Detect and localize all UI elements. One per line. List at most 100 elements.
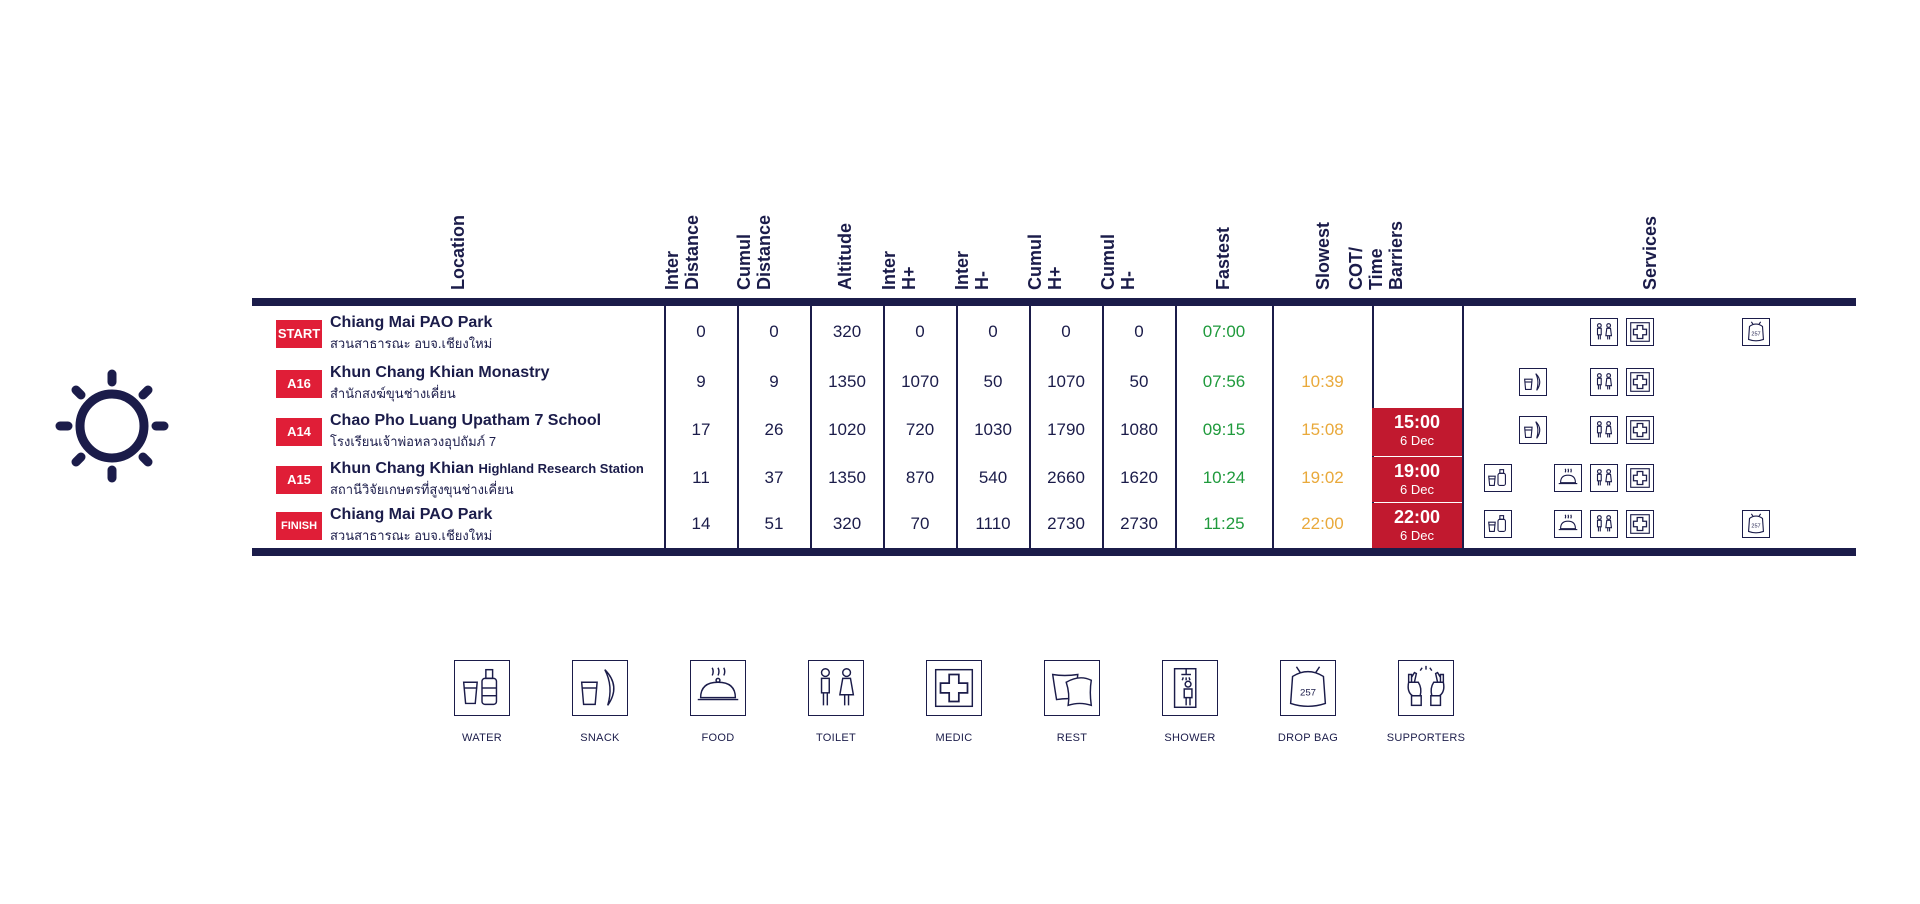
table-row: START Chiang Mai PAO Park สวนสาธารณะ อบจ… bbox=[252, 308, 1856, 356]
cumul-distance: 37 bbox=[764, 468, 784, 487]
column-divider bbox=[1272, 306, 1274, 548]
checkpoint-badge: START bbox=[276, 320, 322, 348]
snack-icon bbox=[1519, 368, 1547, 396]
header-cumul-distance: Cumul Distance bbox=[734, 214, 774, 290]
legend-label: REST bbox=[1056, 732, 1088, 744]
medic-icon bbox=[1626, 416, 1654, 444]
svg-text:257: 257 bbox=[1300, 688, 1316, 699]
medic-icon bbox=[1626, 510, 1654, 538]
cumul-hminus: 0 bbox=[1134, 322, 1144, 341]
drop-bag-icon: 257 bbox=[1742, 318, 1770, 346]
legend-item-toilet: TOILET bbox=[781, 650, 891, 744]
toilet-icon bbox=[1590, 464, 1618, 492]
legend-item-shower: SHOWER bbox=[1135, 650, 1245, 744]
table-bottom-rule bbox=[252, 548, 1856, 556]
inter-hminus: 1030 bbox=[974, 420, 1012, 439]
legend-item-drop-bag: 257 DROP BAG bbox=[1253, 650, 1363, 744]
cumul-hminus: 50 bbox=[1129, 372, 1149, 391]
header-inter-hminus: Inter H- bbox=[952, 250, 992, 290]
column-headers: Location Inter Distance Cumul Distance Alt… bbox=[0, 0, 1920, 300]
cumul-hplus: 2660 bbox=[1047, 468, 1085, 487]
location-thai: สำนักสงฆ์ขุนช่างเคี่ยน bbox=[330, 386, 456, 401]
rest-icon bbox=[1044, 660, 1100, 716]
altitude: 320 bbox=[832, 514, 862, 533]
toilet-icon bbox=[808, 660, 864, 716]
shower-icon bbox=[1162, 660, 1218, 716]
cumul-hplus: 0 bbox=[1061, 322, 1071, 341]
altitude: 1350 bbox=[828, 468, 866, 487]
inter-hminus: 0 bbox=[988, 322, 998, 341]
svg-text:257: 257 bbox=[1751, 332, 1760, 338]
cumul-distance: 0 bbox=[769, 322, 779, 341]
svg-text:257: 257 bbox=[1751, 524, 1760, 530]
location-thai: โรงเรียนเจ้าพ่อหลวงอุปถัมภ์ 7 bbox=[330, 434, 497, 449]
legend-label: TOILET bbox=[815, 732, 857, 744]
services-legend: WATER SNACK FOOD TOILET MEDIC REST SHOWE… bbox=[0, 650, 1920, 750]
fastest-time: 07:00 bbox=[1202, 322, 1246, 341]
cumul-hplus: 1790 bbox=[1047, 420, 1085, 439]
legend-label: MEDIC bbox=[935, 732, 973, 744]
toilet-icon bbox=[1590, 318, 1618, 346]
medic-icon bbox=[926, 660, 982, 716]
food-icon bbox=[690, 660, 746, 716]
fastest-time: 09:15 bbox=[1202, 420, 1246, 439]
fastest-time: 10:24 bbox=[1202, 468, 1246, 487]
checkpoint-badge: A16 bbox=[276, 370, 322, 398]
column-divider bbox=[1029, 306, 1031, 548]
header-altitude: Altitude bbox=[835, 223, 855, 290]
altitude: 1020 bbox=[828, 420, 866, 439]
legend-label: SUPPORTERS bbox=[1386, 732, 1466, 744]
location-name: Chiang Mai PAO Park bbox=[330, 506, 493, 523]
header-location: Location bbox=[448, 215, 468, 290]
water-icon bbox=[1484, 464, 1512, 492]
inter-hplus: 1070 bbox=[901, 372, 939, 391]
slowest-time: 19:02 bbox=[1301, 468, 1344, 487]
location-thai: สวนสาธารณะ อบจ.เชียงใหม่ bbox=[330, 528, 493, 543]
cot-cell: 22:00 6 Dec bbox=[1372, 503, 1462, 548]
inter-distance: 14 bbox=[691, 514, 711, 533]
table-top-rule bbox=[252, 298, 1856, 306]
inter-distance: 17 bbox=[691, 420, 711, 439]
sun-icon bbox=[55, 369, 169, 483]
column-divider bbox=[664, 306, 666, 548]
slowest-time bbox=[1273, 308, 1372, 356]
legend-item-snack: SNACK bbox=[545, 650, 655, 744]
column-divider bbox=[883, 306, 885, 548]
legend-item-rest: REST bbox=[1017, 650, 1127, 744]
column-divider bbox=[1462, 306, 1464, 548]
inter-hplus: 0 bbox=[915, 322, 925, 341]
checkpoint-badge: A15 bbox=[276, 466, 322, 494]
drop-bag-icon: 257 bbox=[1742, 510, 1770, 538]
inter-distance: 11 bbox=[692, 468, 710, 487]
legend-item-water: WATER bbox=[427, 650, 537, 744]
inter-distance: 0 bbox=[696, 322, 706, 341]
column-divider bbox=[1175, 306, 1177, 548]
header-fastest: Fastest bbox=[1213, 226, 1233, 290]
column-divider bbox=[810, 306, 812, 548]
header-inter-distance: Inter Distance bbox=[662, 214, 702, 290]
fastest-time: 07:56 bbox=[1202, 372, 1246, 391]
header-cot-time-barriers: COT/Time Barriers bbox=[1346, 220, 1406, 290]
header-slowest: Slowest bbox=[1313, 221, 1333, 290]
legend-label: DROP BAG bbox=[1277, 732, 1339, 744]
cot-cell: 19:00 6 Dec bbox=[1372, 457, 1462, 502]
cumul-hplus: 1070 bbox=[1047, 372, 1085, 391]
cumul-distance: 9 bbox=[769, 372, 779, 391]
legend-label: SHOWER bbox=[1164, 732, 1216, 744]
toilet-icon bbox=[1590, 416, 1618, 444]
location-name: Khun Chang Khian Monastry bbox=[330, 364, 550, 381]
legend-item-supporters: SUPPORTERS bbox=[1371, 650, 1481, 744]
cumul-distance: 51 bbox=[764, 514, 784, 533]
header-services: Services bbox=[1640, 215, 1660, 290]
location-name: Chiang Mai PAO Park bbox=[330, 314, 493, 331]
checkpoint-badge: A14 bbox=[276, 418, 322, 446]
inter-distance: 9 bbox=[696, 372, 706, 391]
legend-item-food: FOOD bbox=[663, 650, 773, 744]
water-icon bbox=[454, 660, 510, 716]
legend-label: FOOD bbox=[701, 732, 735, 744]
fastest-time: 11:25 bbox=[1203, 514, 1245, 533]
snack-icon bbox=[1519, 416, 1547, 444]
table-row: A15 Khun Chang Khian Highland Research S… bbox=[252, 454, 1856, 502]
table-row: A16 Khun Chang Khian Monastry สำนักสงฆ์ข… bbox=[252, 358, 1856, 406]
cumul-hminus: 1080 bbox=[1120, 420, 1158, 439]
